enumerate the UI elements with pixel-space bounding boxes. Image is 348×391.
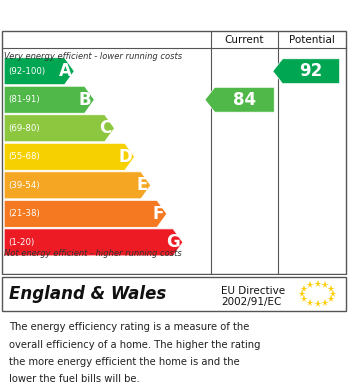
Text: The energy efficiency rating is a measure of the: The energy efficiency rating is a measur… <box>9 322 249 332</box>
Text: 2002/91/EC: 2002/91/EC <box>221 298 281 307</box>
Polygon shape <box>4 143 135 170</box>
Polygon shape <box>4 229 183 256</box>
Polygon shape <box>205 87 274 112</box>
Text: C: C <box>100 119 112 137</box>
Text: Current: Current <box>225 35 264 45</box>
Text: lower the fuel bills will be.: lower the fuel bills will be. <box>9 374 140 384</box>
Text: A: A <box>58 62 71 80</box>
Text: (92-100): (92-100) <box>8 67 46 76</box>
Text: (69-80): (69-80) <box>8 124 40 133</box>
Text: (81-91): (81-91) <box>8 95 40 104</box>
Polygon shape <box>4 58 74 85</box>
Polygon shape <box>4 200 167 227</box>
Text: overall efficiency of a home. The higher the rating: overall efficiency of a home. The higher… <box>9 339 260 350</box>
Text: G: G <box>166 233 180 251</box>
Text: (21-38): (21-38) <box>8 209 40 218</box>
Polygon shape <box>273 59 340 84</box>
Text: E: E <box>136 176 148 194</box>
Text: Energy Efficiency Rating: Energy Efficiency Rating <box>9 7 230 23</box>
Text: EU Directive: EU Directive <box>221 286 285 296</box>
Polygon shape <box>4 172 151 199</box>
Polygon shape <box>4 86 94 113</box>
Text: D: D <box>118 148 132 166</box>
Text: (1-20): (1-20) <box>8 238 34 247</box>
Text: England & Wales: England & Wales <box>9 285 166 303</box>
Text: the more energy efficient the home is and the: the more energy efficient the home is an… <box>9 357 239 367</box>
Text: B: B <box>79 91 92 109</box>
Polygon shape <box>4 115 114 142</box>
Text: 84: 84 <box>233 91 256 109</box>
Text: (39-54): (39-54) <box>8 181 40 190</box>
Text: (55-68): (55-68) <box>8 152 40 161</box>
Text: Potential: Potential <box>289 35 335 45</box>
Text: Very energy efficient - lower running costs: Very energy efficient - lower running co… <box>4 52 182 61</box>
Text: F: F <box>153 205 164 223</box>
Text: 92: 92 <box>300 62 323 80</box>
Text: Not energy efficient - higher running costs: Not energy efficient - higher running co… <box>4 249 182 258</box>
